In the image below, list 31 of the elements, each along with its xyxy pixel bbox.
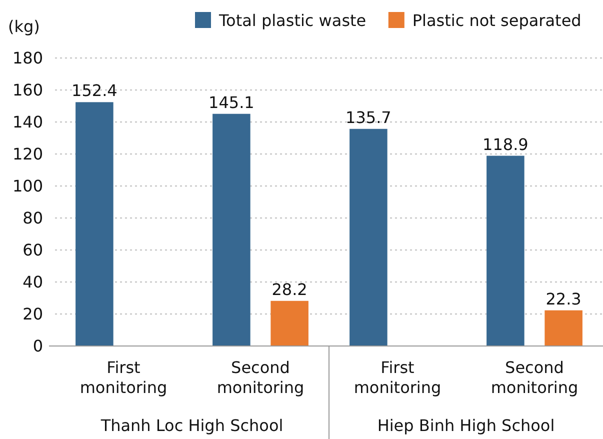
y-tick-label: 40 <box>22 272 43 292</box>
x-tick-label: First monitoring <box>80 358 168 397</box>
data-label: 28.2 <box>272 280 308 299</box>
bar <box>350 128 388 346</box>
data-label: 22.3 <box>546 289 582 308</box>
data-label: 152.4 <box>72 81 118 100</box>
y-tick-label: 180 <box>12 48 43 68</box>
data-label: 135.7 <box>346 108 392 127</box>
y-axis-title: (kg) <box>8 17 40 36</box>
bar <box>544 310 582 346</box>
y-tick-label: 100 <box>12 176 43 196</box>
text: Thanh Loc High School <box>100 416 284 435</box>
legend-label: Plastic not separated <box>412 11 582 30</box>
y-tick-label: 0 <box>32 336 43 356</box>
text: Hiep Binh High School <box>377 416 555 435</box>
x-tick-label: Second monitoring <box>216 358 304 397</box>
x-tick-label: First monitoring <box>354 358 442 397</box>
bar <box>270 300 308 346</box>
y-tick-label: 160 <box>12 80 43 100</box>
data-label: 145.1 <box>208 92 254 112</box>
y-tick-label: 120 <box>12 144 43 164</box>
y-tick-label: 20 <box>22 304 43 324</box>
bar <box>76 102 114 346</box>
legend-label: Total plastic waste <box>218 11 366 30</box>
bar <box>486 156 524 346</box>
x-tick-label: Second monitoring <box>490 358 578 397</box>
y-tick-label: 80 <box>22 208 43 228</box>
data-label: 118.9 <box>482 134 528 154</box>
bar <box>212 114 250 346</box>
y-tick-label: 60 <box>22 240 43 260</box>
y-tick-label: 140 <box>12 112 43 132</box>
